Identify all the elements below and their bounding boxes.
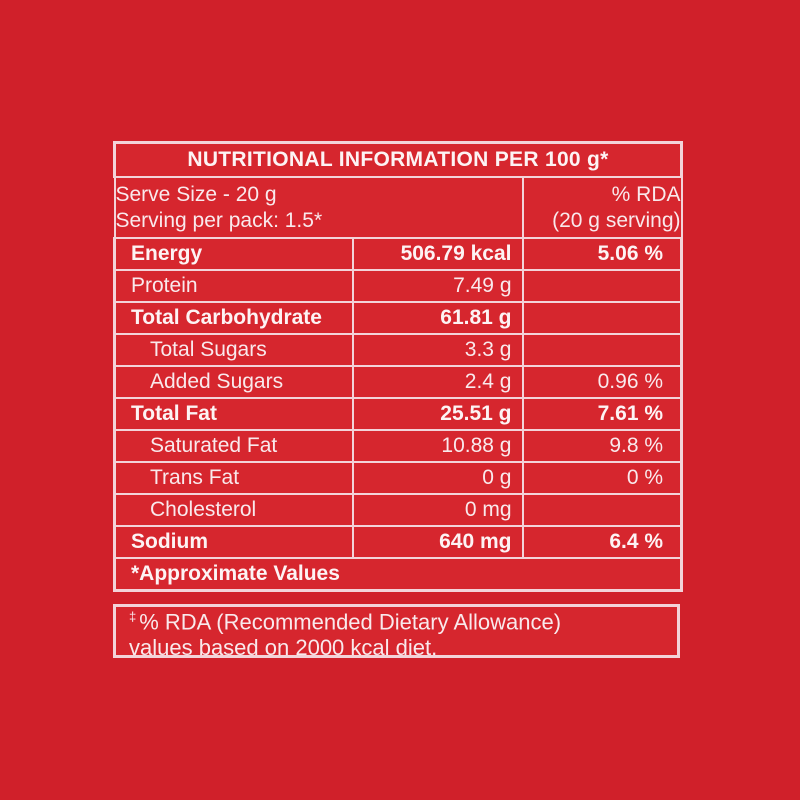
- row-value: 10.88 g: [351, 429, 524, 463]
- table-row: Total Carbohydrate 61.81 g: [113, 301, 684, 335]
- row-value: 2.4 g: [351, 365, 524, 399]
- table-row: Energy 506.79 kcal 5.06 %: [113, 237, 684, 271]
- header-serve-size: Serve Size - 20 g Serving per pack: 1.5*: [113, 176, 524, 239]
- row-rda: [521, 301, 684, 335]
- approximate-values-row: *Approximate Values: [112, 557, 684, 592]
- row-rda: 0.96 %: [521, 365, 684, 399]
- rda-note-line1: ‡% RDA (Recommended Dietary Allowance): [129, 604, 663, 634]
- row-value: 0 g: [351, 461, 524, 495]
- row-rda: 6.4 %: [521, 525, 684, 559]
- row-label: Protein: [113, 269, 354, 303]
- row-value: 506.79 kcal: [351, 237, 524, 271]
- rda-note-line2: values based on 2000 kcal diet.: [129, 634, 438, 660]
- title-row: NUTRITIONAL INFORMATION PER 100 g*: [112, 141, 684, 178]
- header-rda: % RDA (20 g serving): [521, 176, 683, 239]
- table-row: Saturated Fat 10.88 g 9.8 %: [113, 429, 684, 463]
- row-rda: 9.8 %: [521, 429, 684, 463]
- row-rda: 0 %: [521, 461, 684, 495]
- row-value: 7.49 g: [351, 269, 524, 303]
- row-rda: 5.06 %: [521, 237, 684, 271]
- row-label: Total Carbohydrate: [113, 301, 354, 335]
- table-row: Total Fat 25.51 g 7.61 %: [113, 397, 684, 431]
- row-rda: [521, 333, 684, 367]
- row-value: 25.51 g: [351, 397, 524, 431]
- rda-note-box: ‡% RDA (Recommended Dietary Allowance) v…: [113, 604, 680, 660]
- row-label: Energy: [113, 237, 354, 271]
- header-row: Serve Size - 20 g Serving per pack: 1.5*…: [113, 176, 683, 239]
- serving-per-pack-line: Serving per pack: 1.5*: [115, 208, 323, 232]
- row-value: 3.3 g: [351, 333, 524, 367]
- row-label: Sodium: [113, 525, 354, 559]
- row-label: Cholesterol: [113, 493, 354, 527]
- row-label: Trans Fat: [113, 461, 354, 495]
- rda-note-text1: % RDA (Recommended Dietary Allowance): [139, 609, 562, 635]
- table-title: NUTRITIONAL INFORMATION PER 100 g*: [112, 141, 684, 178]
- row-label: Added Sugars: [113, 365, 354, 399]
- double-dagger-symbol: ‡: [129, 609, 137, 625]
- row-label: Total Fat: [113, 397, 354, 431]
- table-row: Total Sugars 3.3 g: [113, 333, 684, 367]
- table-row: Protein 7.49 g: [113, 269, 684, 303]
- rda-header-line2: (20 g serving): [552, 208, 681, 232]
- row-rda: [521, 269, 684, 303]
- serve-size-line: Serve Size - 20 g: [115, 182, 277, 206]
- nutrition-table: NUTRITIONAL INFORMATION PER 100 g* Serve…: [112, 141, 684, 592]
- row-rda: 7.61 %: [521, 397, 684, 431]
- row-value: 61.81 g: [351, 301, 524, 335]
- row-value: 640 mg: [351, 525, 524, 559]
- row-label: Total Sugars: [113, 333, 354, 367]
- table-row: Added Sugars 2.4 g 0.96 %: [113, 365, 684, 399]
- table-row: Cholesterol 0 mg: [113, 493, 684, 527]
- row-label: Saturated Fat: [113, 429, 354, 463]
- row-rda: [521, 493, 684, 527]
- table-row: Sodium 640 mg 6.4 %: [113, 525, 684, 559]
- row-value: 0 mg: [351, 493, 524, 527]
- rda-header-line1: % RDA: [611, 182, 681, 206]
- footer-approximate-values: *Approximate Values: [112, 557, 684, 592]
